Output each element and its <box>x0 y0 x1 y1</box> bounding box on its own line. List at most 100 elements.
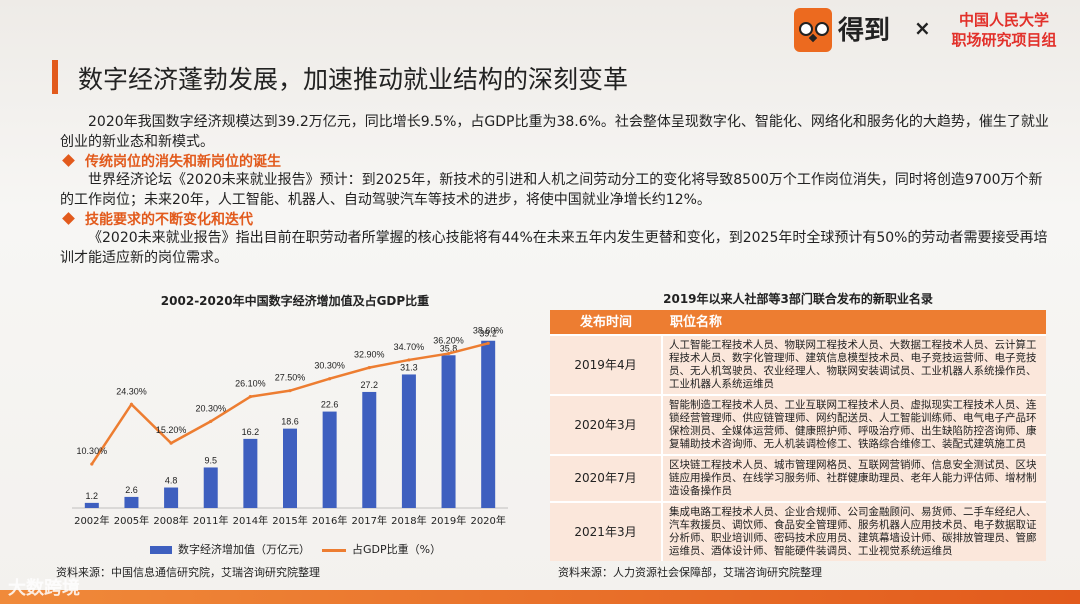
digital-economy-chart: 1.2 2002年 2.6 2005年 4.8 2008年 9.5 2011年 16.2 2014… <box>72 325 508 527</box>
owl-logo-icon <box>794 8 832 52</box>
gdp-share-label: 15.20% <box>156 425 187 435</box>
bottom-band <box>0 590 1080 604</box>
table-row: 2019年4月 人工智能工程技术人员、物联网工程技术人员、大数据工程技术人员、云… <box>550 334 1046 395</box>
legend-bar: 数字经济增加值（万亿元） <box>150 541 310 557</box>
gdp-share-point <box>169 441 173 445</box>
bar-value-label: 4.8 <box>165 476 178 486</box>
diamond-bullet-icon <box>62 212 75 225</box>
gdp-share-label: 36.20% <box>433 336 464 346</box>
partner-line1: 中国人民大学 <box>958 11 1049 29</box>
section2-heading-text: 技能要求的不断变化和迭代 <box>85 212 253 228</box>
x-tick-label: 2011年 <box>193 514 228 527</box>
col-header-jobs: 职位名称 <box>662 310 1046 335</box>
row-jobs: 人工智能工程技术人员、物联网工程技术人员、大数据工程技术人员、云计算工程技术人员… <box>662 334 1046 395</box>
x-tick-label: 2020年 <box>470 514 505 527</box>
x-tick-label: 2002年 <box>74 514 109 527</box>
row-jobs: 区块链工程技术人员、城市管理网格员、互联网营销师、信息安全测试员、区块链应用操作… <box>662 454 1046 502</box>
watermark: 大数跨境 <box>8 578 80 599</box>
section1-heading: 传统岗位的消失和新岗位的诞生 <box>60 151 281 171</box>
brand-separator: × <box>914 16 931 40</box>
bar <box>362 391 377 508</box>
gdp-share-label: 26.10% <box>235 379 266 389</box>
gdp-share-label: 27.50% <box>275 373 306 383</box>
bar <box>164 487 179 508</box>
brand-logo-text: 得到 <box>838 16 891 46</box>
table-row: 2020年3月 智能制造工程技术人员、工业互联网工程技术人员、虚拟现实工程技术人… <box>550 394 1046 455</box>
bar-value-label: 1.2 <box>86 491 99 501</box>
gdp-share-point <box>129 402 134 406</box>
col-header-date: 发布时间 <box>550 310 662 335</box>
gdp-share-point <box>328 377 332 381</box>
page-title: 数字经济蓬勃发展，加速推动就业结构的深刻变革 <box>78 65 629 94</box>
section1-heading-text: 传统岗位的消失和新岗位的诞生 <box>85 154 281 170</box>
bar <box>401 374 416 508</box>
gdp-share-label: 32.90% <box>354 350 385 360</box>
bar-value-label: 16.2 <box>242 427 260 437</box>
bar-value-label: 27.2 <box>361 380 379 390</box>
gdp-share-label: 34.70% <box>394 342 425 352</box>
bar-value-label: 2.6 <box>125 485 138 495</box>
x-tick-label: 2008年 <box>153 514 188 527</box>
bar <box>243 438 258 508</box>
legend-line-label: 占GDP比重（%） <box>352 543 442 556</box>
chart-title: 2002-2020年中国数字经济增加值及占GDP比重 <box>160 294 430 308</box>
gdp-share-point <box>288 389 292 393</box>
row-date: 2021年3月 <box>550 501 663 561</box>
partner-brand: 中国人民大学 职场研究项目组 <box>944 10 1064 50</box>
section1-paragraph: 世界经济论坛《2020未来就业报告》预计：到2025年，新技术的引进和人机之间劳… <box>60 172 1043 208</box>
partner-line2: 职场研究项目组 <box>951 31 1057 49</box>
row-date: 2020年7月 <box>550 454 663 502</box>
bar-value-label: 31.3 <box>400 362 418 372</box>
new-occupations-table: 发布时间 职位名称 2019年4月 人工智能工程技术人员、物联网工程技术人员、大… <box>550 310 1046 561</box>
bar <box>283 428 297 508</box>
table-header-row: 发布时间 职位名称 <box>550 310 1046 335</box>
gdp-share-point <box>446 351 451 356</box>
diamond-bullet-icon <box>62 154 75 167</box>
bar <box>322 411 337 508</box>
bar-value-label: 35.8 <box>440 343 458 353</box>
row-date: 2019年4月 <box>550 334 663 395</box>
bar <box>481 340 496 508</box>
x-tick-label: 2015年 <box>272 514 307 527</box>
bar <box>124 496 139 508</box>
gdp-share-label: 20.30% <box>195 403 226 413</box>
gdp-share-point <box>209 419 213 423</box>
gdp-share-point <box>248 395 252 399</box>
x-tick-label: 2017年 <box>352 514 387 527</box>
gdp-share-point <box>407 358 411 362</box>
section2-heading: 技能要求的不断变化和迭代 <box>60 209 253 229</box>
gdp-share-label: 24.30% <box>116 386 147 396</box>
legend-line: 占GDP比重（%） <box>322 541 441 557</box>
bar <box>441 355 456 508</box>
legend-line-swatch <box>322 548 346 552</box>
bar-value-label: 18.6 <box>281 417 299 427</box>
table-row: 2020年7月 区块链工程技术人员、城市管理网格员、互联网营销师、信息安全测试员… <box>550 454 1046 502</box>
row-jobs: 智能制造工程技术人员、工业互联网工程技术人员、虚拟现实工程技术人员、连锁经营管理… <box>662 394 1046 455</box>
x-tick-label: 2019年 <box>431 514 466 527</box>
row-jobs: 集成电路工程技术人员、企业合规师、公司金融顾问、易货师、二手车经纪人、汽车救援员… <box>662 501 1046 561</box>
legend-bar-swatch <box>150 546 172 554</box>
gdp-share-point <box>367 366 371 370</box>
bar-value-label: 22.6 <box>321 400 339 410</box>
bar-value-label: 39.2 <box>479 329 497 339</box>
gdp-share-label: 30.30% <box>314 361 345 371</box>
legend-bar-label: 数字经济增加值（万亿元） <box>178 543 310 556</box>
gdp-share-label: 38.60% <box>473 325 504 335</box>
gdp-share-point <box>486 341 490 345</box>
bar <box>84 502 99 508</box>
table-title: 2019年以来人社部等3部门联合发布的新职业名录 <box>663 292 933 306</box>
bar-value-label: 9.5 <box>204 455 217 465</box>
table-source: 资料来源：人力资源社会保障部，艾瑞咨询研究院整理 <box>558 566 822 579</box>
x-tick-label: 2016年 <box>312 514 347 527</box>
bar <box>203 467 218 508</box>
row-date: 2020年3月 <box>550 394 663 455</box>
x-tick-label: 2018年 <box>391 514 426 527</box>
chart-source: 资料来源：中国信息通信研究院，艾瑞咨询研究院整理 <box>56 566 320 579</box>
section2-paragraph: 《2020未来就业报告》指出目前在职劳动者所掌握的核心技能将有44%在未来五年内… <box>60 230 1048 266</box>
x-tick-label: 2014年 <box>233 514 268 527</box>
intro-paragraph: 2020年我国数字经济规模达到39.2万亿元，同比增长9.5%，占GDP比重为3… <box>60 114 1049 150</box>
x-tick-label: 2005年 <box>114 514 149 527</box>
gdp-share-point <box>90 462 94 466</box>
table-row: 2021年3月 集成电路工程技术人员、企业合规师、公司金融顾问、易货师、二手车经… <box>550 501 1046 561</box>
gdp-share-label: 10.30% <box>77 446 108 456</box>
